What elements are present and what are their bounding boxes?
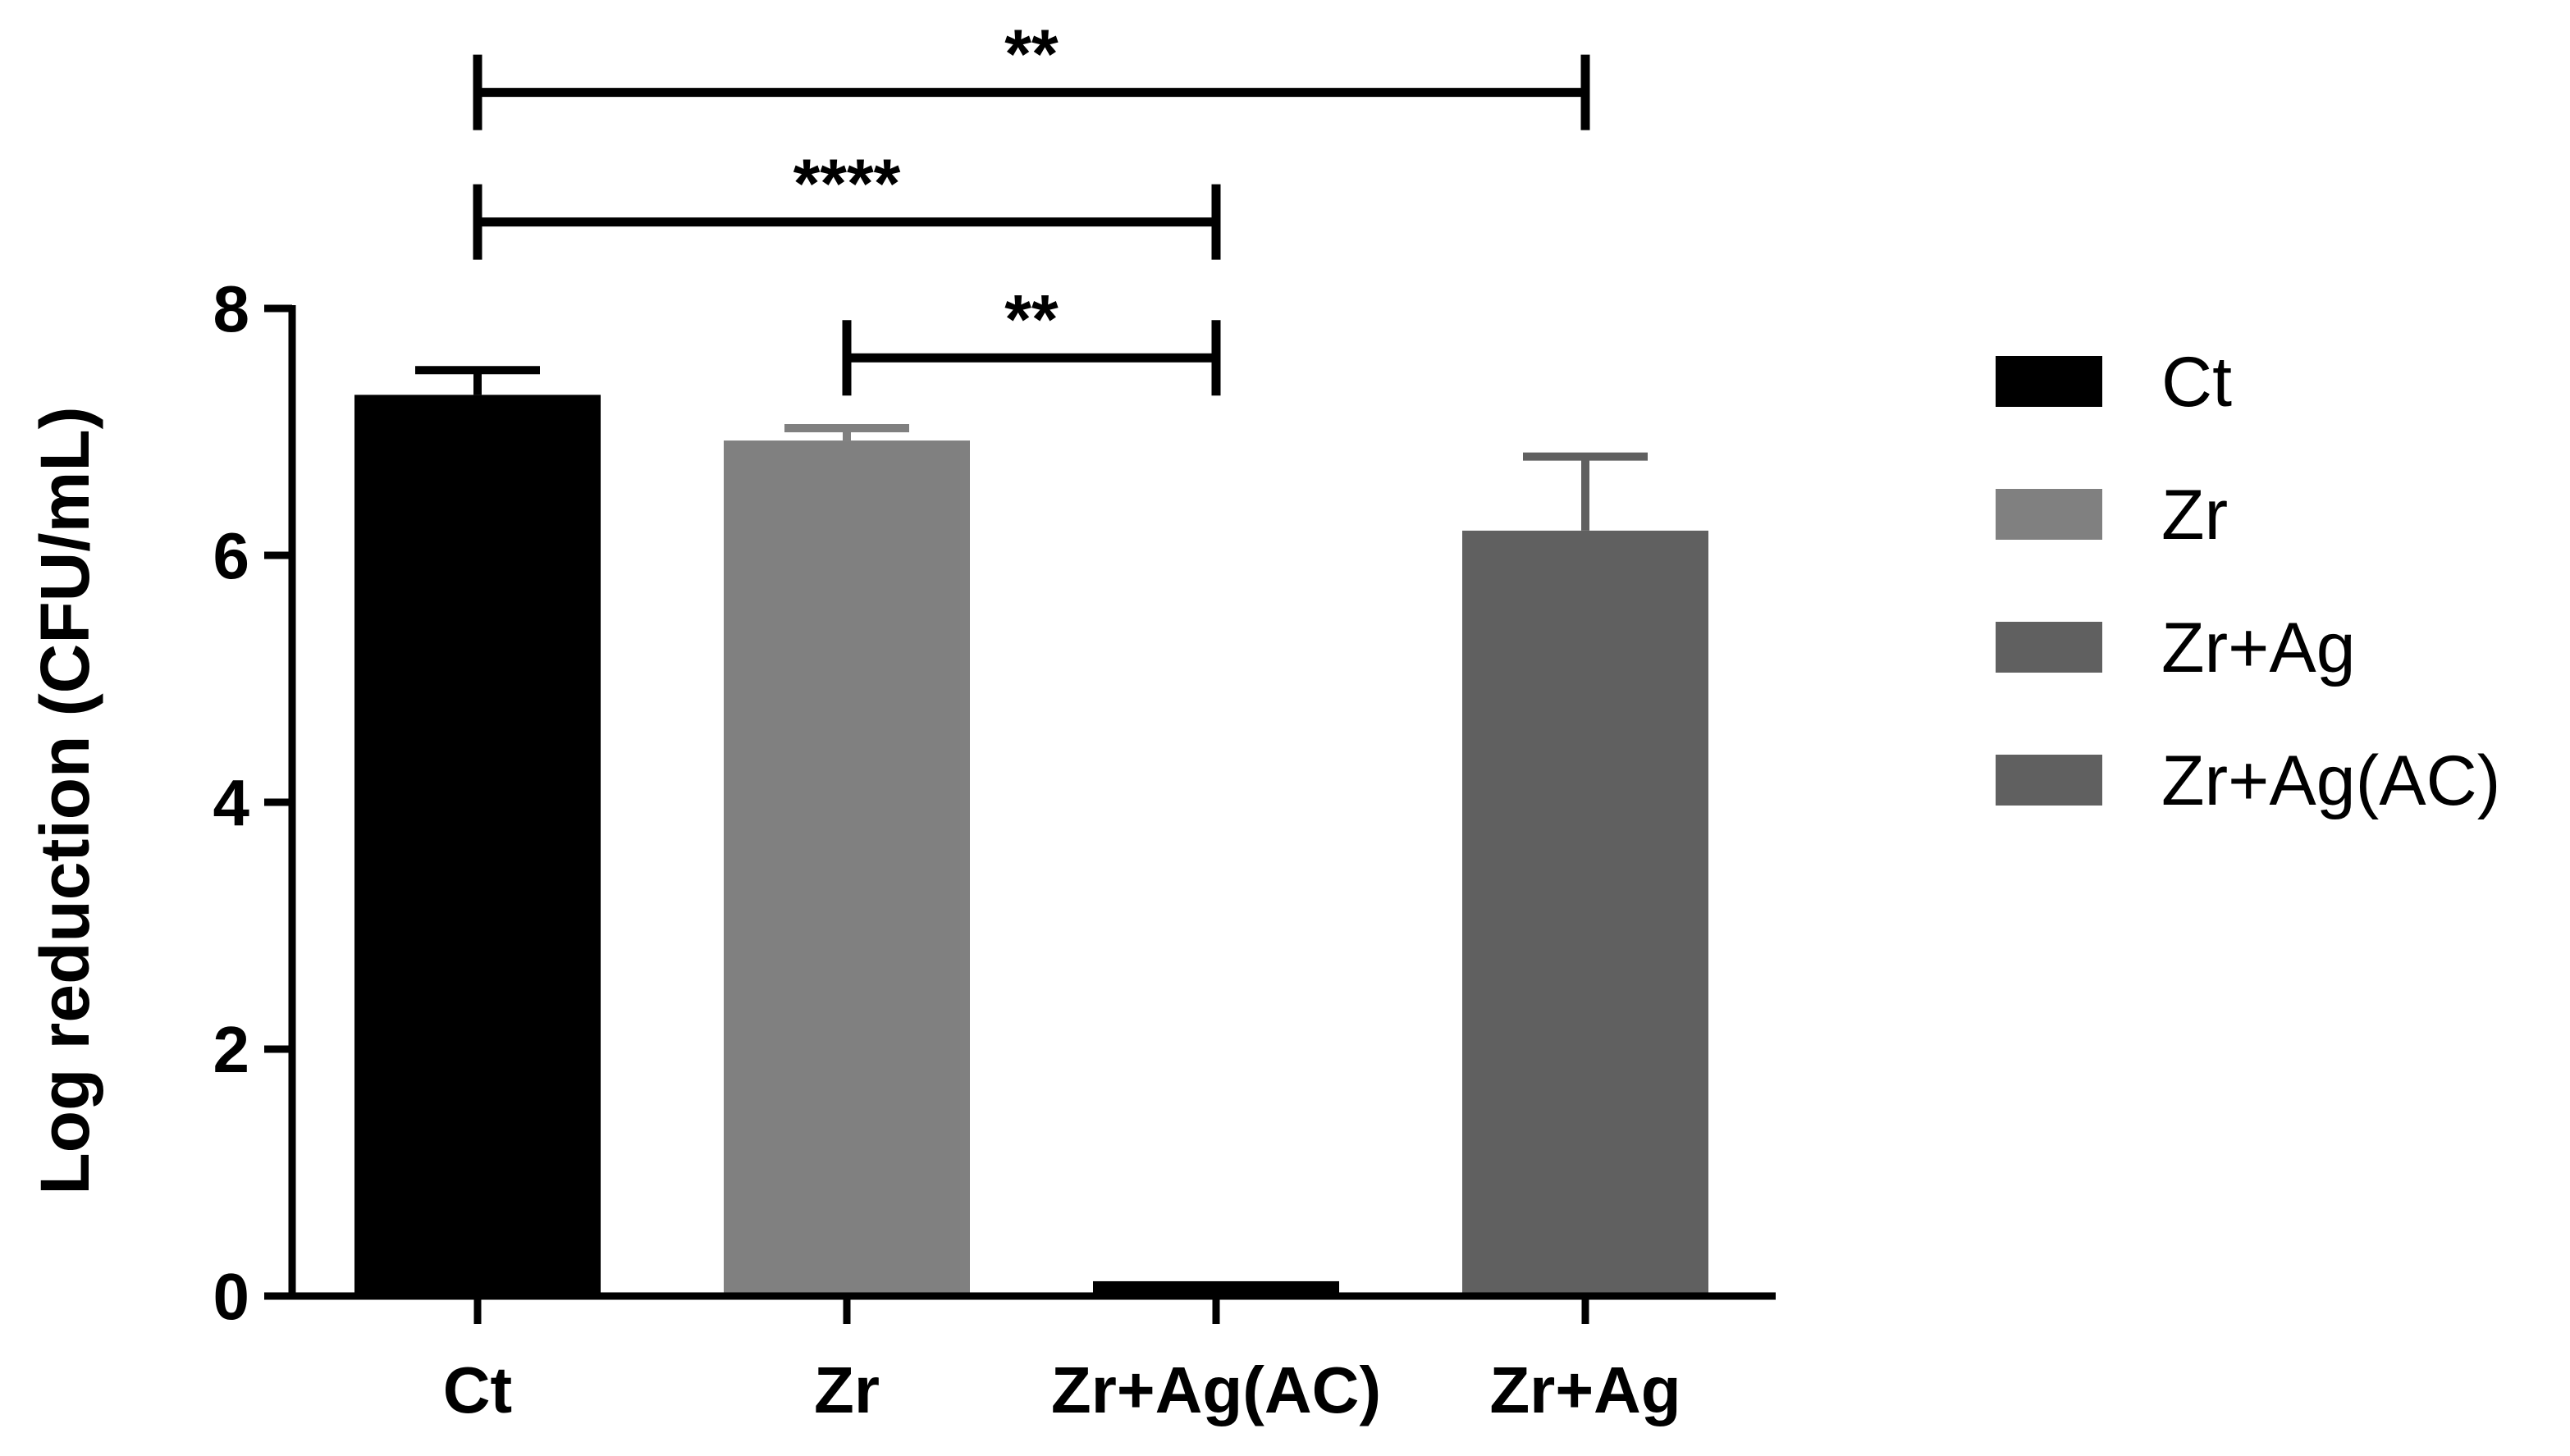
bars <box>354 395 1708 1297</box>
bar <box>1093 1280 1339 1296</box>
legend-label: Zr+Ag <box>2161 609 2356 687</box>
bar <box>1462 530 1708 1296</box>
significance-bracket: **** <box>473 145 1221 260</box>
legend-item: Zr <box>1996 476 2228 555</box>
significance-bracket: ** <box>842 281 1221 396</box>
legend-swatch <box>1996 356 2102 407</box>
legend-swatch <box>1996 489 2102 540</box>
legend-label: Zr+Ag(AC) <box>2161 742 2500 820</box>
legend: Ct Zr Zr+Ag Zr+Ag(AC) <box>1996 343 2500 820</box>
y-tick-label: 0 <box>213 1260 250 1333</box>
significance-bracket: ** <box>473 16 1590 130</box>
significance-brackets: ******** <box>473 16 1590 396</box>
x-tick-label: Zr+Ag <box>1489 1353 1681 1426</box>
legend-swatch <box>1996 755 2102 806</box>
legend-swatch <box>1996 622 2102 673</box>
y-tick-label: 6 <box>213 519 250 592</box>
significance-label: **** <box>793 145 901 222</box>
significance-label: ** <box>1004 281 1059 358</box>
y-axis-label: Log reduction (CFU/mL) <box>26 406 103 1194</box>
error-bars <box>415 366 1648 531</box>
x-tick-label: Zr+Ag(AC) <box>1051 1353 1381 1426</box>
y-tick-label: 4 <box>213 766 250 839</box>
legend-label: Zr <box>2161 476 2228 555</box>
legend-item: Zr+Ag <box>1996 609 2356 687</box>
y-axis: 0 2 4 6 8 <box>213 272 296 1333</box>
y-tick-label: 8 <box>213 272 250 345</box>
legend-label: Ct <box>2161 343 2232 422</box>
y-tick-label: 2 <box>213 1013 250 1086</box>
bar <box>724 440 970 1297</box>
legend-item: Zr+Ag(AC) <box>1996 742 2500 820</box>
bar <box>354 395 601 1297</box>
x-axis: Ct Zr Zr+Ag(AC) Zr+Ag <box>288 1292 1776 1426</box>
significance-label: ** <box>1004 16 1059 93</box>
x-tick-label: Ct <box>443 1353 512 1426</box>
x-tick-label: Zr <box>814 1353 880 1426</box>
legend-item: Ct <box>1996 343 2232 422</box>
